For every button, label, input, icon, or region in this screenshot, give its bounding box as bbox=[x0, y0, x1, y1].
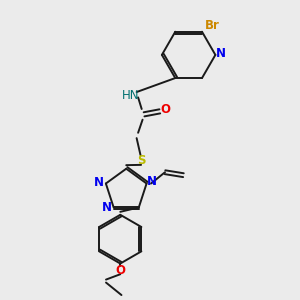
Text: HN: HN bbox=[122, 88, 140, 101]
Text: O: O bbox=[115, 264, 125, 277]
Text: N: N bbox=[216, 47, 226, 60]
Text: O: O bbox=[161, 103, 171, 116]
Text: Br: Br bbox=[205, 19, 220, 32]
Text: N: N bbox=[147, 175, 157, 188]
Text: S: S bbox=[137, 154, 145, 167]
Text: N: N bbox=[94, 176, 104, 188]
Text: N: N bbox=[102, 201, 112, 214]
